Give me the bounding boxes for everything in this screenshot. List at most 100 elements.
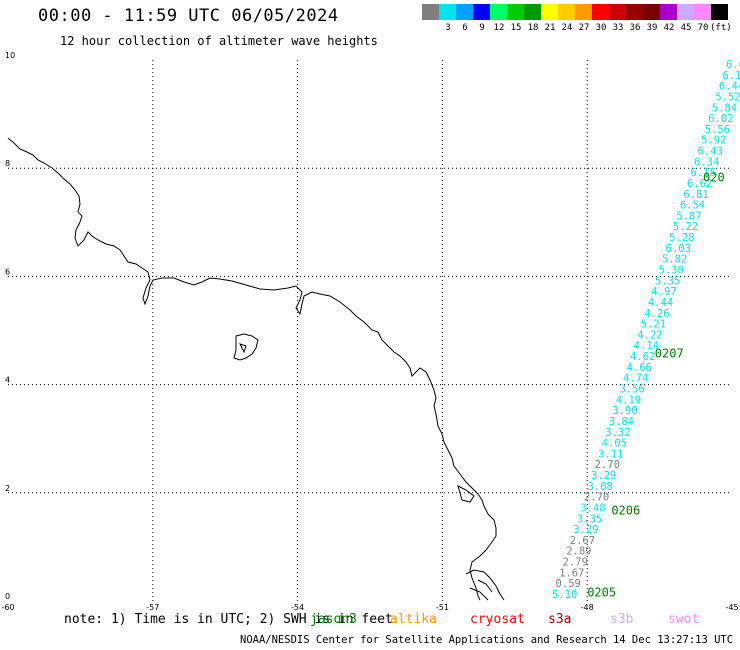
scale-swatch: [473, 4, 490, 20]
scale-label: 33: [612, 23, 624, 33]
wave-height-value: 5.92: [701, 135, 726, 147]
wave-height-value: 5.56: [705, 124, 730, 136]
scale-label: 18: [527, 23, 539, 33]
scale-label: 12: [493, 23, 505, 33]
lat-tick-label: 0: [5, 592, 10, 601]
satellite-jason3: jason3: [310, 612, 357, 627]
scale-swatch: [609, 4, 626, 20]
scale-swatch: [456, 4, 473, 20]
wave-height-value: 5.84: [712, 102, 737, 114]
wave-height-value: 4.22: [637, 329, 662, 341]
lon-tick-label: -45: [725, 603, 738, 612]
scale-swatch: [677, 4, 694, 20]
wave-height-value: 5.87: [676, 210, 701, 222]
scale-label: 21: [544, 23, 556, 33]
wave-height-value: 6.62: [687, 178, 712, 190]
lon-tick-label: -54: [291, 603, 304, 612]
wave-height-value: 4.14: [634, 340, 659, 352]
wave-height-value: 6.02: [708, 113, 733, 125]
observation-labels: 5.100.591.672.792.892.673.293.353.482.70…: [552, 59, 740, 601]
scale-swatch: [490, 4, 507, 20]
scale-label: 45: [680, 23, 692, 33]
scale-swatch: [524, 4, 541, 20]
scale-swatch: [507, 4, 524, 20]
lat-lon-grid: [8, 60, 732, 601]
scale-swatch: [575, 4, 592, 20]
scale-label: 42: [663, 23, 675, 33]
satellite-altika: altika: [390, 612, 437, 627]
wave-height-value: 6.81: [683, 189, 708, 201]
lon-tick-label: -60: [1, 603, 14, 612]
wave-height-value: 6.54: [680, 200, 705, 212]
wave-height-value: 2.67: [570, 535, 595, 547]
scale-swatch: [541, 4, 558, 20]
wave-height-value: 4.19: [616, 394, 641, 406]
pass-id-label: 020: [703, 171, 725, 185]
wave-height-value: 3.32: [605, 427, 630, 439]
pass-id-label: 0207: [655, 347, 684, 361]
scale-swatch: [592, 4, 609, 20]
wave-height-value: 4.62: [630, 351, 655, 363]
island-outline: [233, 333, 259, 361]
wave-height-value: 4.66: [627, 362, 652, 374]
scale-label: 36: [629, 23, 641, 33]
lat-tick-label: 10: [5, 51, 15, 60]
wave-height-value: 3.08: [588, 481, 613, 493]
wave-height-value: 3.48: [580, 502, 605, 514]
wave-height-value: 4.26: [644, 308, 669, 320]
scale-label: 15: [510, 23, 522, 33]
wave-height-value: 4.05: [602, 438, 627, 450]
river-delta: [457, 485, 505, 601]
coastline: [7, 137, 497, 601]
scale-label: 9: [479, 23, 485, 33]
scale-label: 24: [561, 23, 573, 33]
pass-id-label: 0206: [611, 503, 640, 517]
scale-label: 30: [595, 23, 607, 33]
wave-height-value: 3.90: [612, 405, 637, 417]
map-title: 00:00 - 11:59 UTC 06/05/2024: [38, 6, 339, 26]
wave-height-value: 3.11: [598, 448, 623, 460]
wave-height-value: 0.59: [556, 578, 581, 590]
wave-height-value: 5.35: [655, 275, 680, 287]
wave-height-value: 2.70: [595, 459, 620, 471]
wave-height-value: 5.52: [715, 91, 740, 103]
wave-height-value: 4.44: [648, 297, 673, 309]
wave-height-value: 2.79: [563, 557, 588, 569]
scale-swatch: [558, 4, 575, 20]
wave-height-value: 5.30: [659, 265, 684, 277]
wave-height-value: 5.28: [669, 232, 694, 244]
scale-swatch: [643, 4, 660, 20]
satellite-s3b: s3b: [610, 612, 634, 627]
axis-tick-labels: -60 -57 -54 -51 -48 -45 0 2 4 6 8 10: [1, 51, 738, 612]
satellite-cryosat: cryosat: [470, 612, 525, 627]
wave-height-value: 6.17: [722, 70, 740, 82]
wave-height-value: 2.70: [584, 492, 609, 504]
lat-tick-label: 4: [5, 376, 10, 385]
wave-height-value: 1.67: [559, 567, 584, 579]
scale-label: 27: [578, 23, 590, 33]
wave-height-value: 2.89: [566, 546, 591, 558]
lon-tick-label: -57: [146, 603, 159, 612]
wave-height-value: 5.82: [662, 254, 687, 266]
pass-id-label: 0205: [587, 586, 616, 600]
wave-height-value: 6.34: [694, 156, 719, 168]
wave-height-value: 3.35: [577, 513, 602, 525]
scale-swatch: [694, 4, 711, 20]
lat-tick-label: 2: [5, 484, 10, 493]
wave-height-value: 4.97: [651, 286, 676, 298]
track-labels: 0205 0206 0207 020: [587, 171, 725, 600]
wave-height-value: 3.29: [591, 470, 616, 482]
wave-height-value: 3.84: [609, 416, 634, 428]
scale-swatch: [626, 4, 643, 20]
map-subtitle: 12 hour collection of altimeter wave hei…: [60, 34, 378, 48]
scale-label: 70: [697, 23, 709, 33]
wave-height-value: 6.03: [666, 243, 691, 255]
lon-tick-label: -48: [581, 603, 594, 612]
scale-label: 39: [646, 23, 658, 33]
lat-tick-label: 8: [5, 159, 10, 168]
wave-height-value: 6.44: [719, 81, 740, 93]
scale-swatch: [422, 4, 439, 20]
lon-tick-label: -51: [436, 603, 449, 612]
wave-height-value: 5.10: [552, 589, 577, 601]
